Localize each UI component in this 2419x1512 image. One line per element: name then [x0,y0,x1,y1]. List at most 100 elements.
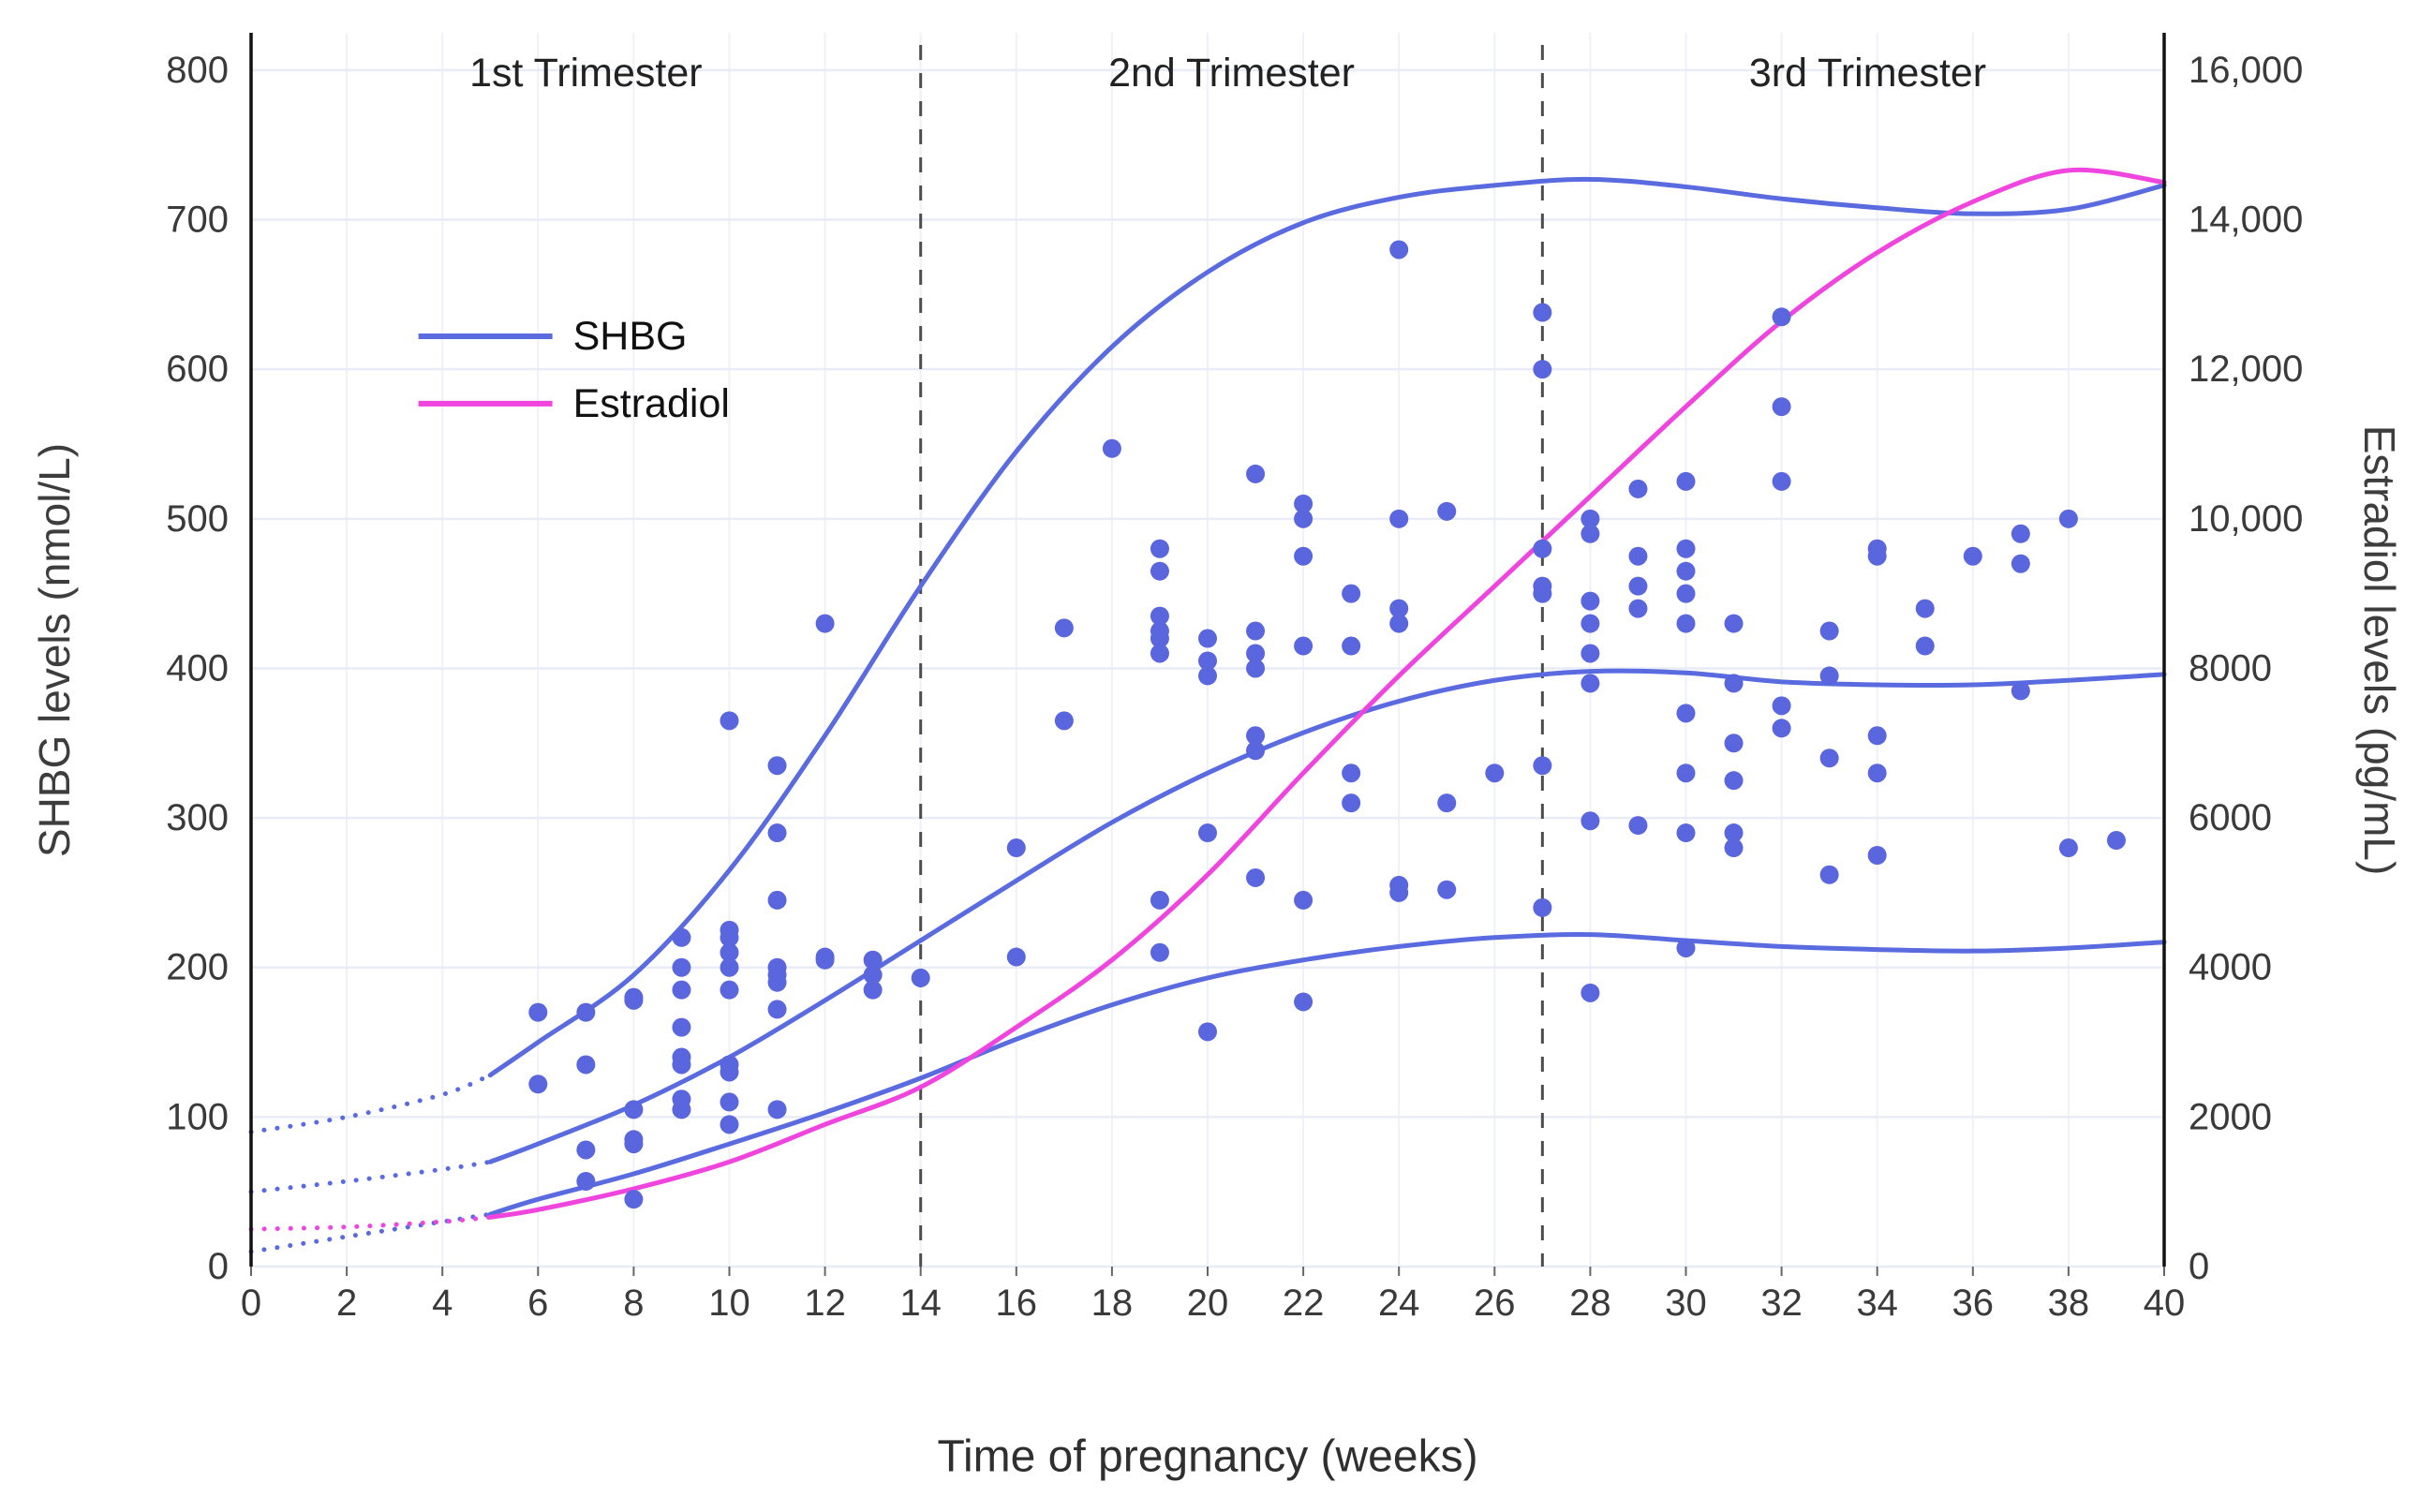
legend-item-estradiol: Estradiol [418,381,730,426]
scatter-point [1437,880,1457,899]
scatter-point [1867,763,1887,783]
scatter-point [1676,823,1696,843]
scatter-point [528,1002,548,1022]
scatter-point [1246,867,1266,887]
scatter-point [1724,674,1744,693]
scatter-point [720,942,739,962]
scatter-point [1533,360,1552,379]
scatter-point [1533,576,1552,596]
scatter-point [1198,666,1217,686]
scatter-point [1963,546,1982,566]
scatter-point [1294,509,1313,528]
scatter-point [1819,749,1839,768]
scatter-point [1389,875,1409,895]
x-tick-label: 32 [1760,1282,1803,1324]
y-left-tick-label: 800 [166,50,229,91]
scatter-point [720,957,739,977]
x-tick-label: 18 [1091,1282,1134,1324]
scatter-point [1628,816,1648,836]
x-tick-label: 34 [1856,1282,1898,1324]
shbg-upper-percentile-curve [248,176,2167,1134]
scatter-point [1581,509,1600,528]
scatter-point [1581,811,1600,831]
x-tick-label: 2 [336,1282,357,1324]
scatter-point [767,756,787,776]
scatter-point [1819,621,1839,641]
scatter-point [1581,524,1600,543]
scatter-point [1628,479,1648,498]
x-tick-label: 26 [1474,1282,1516,1324]
scatter-point [767,890,787,910]
y-right-tick-label: 4000 [2189,947,2272,988]
x-tick-label: 28 [1569,1282,1611,1324]
x-axis-ticks: 0 2 4 6 8 10 12 14 16 18 20 22 24 26 28 30 32 34 36 38 40 [241,1267,2185,1324]
scatter-point [1676,584,1696,603]
scatter-point [624,1100,644,1119]
scatter-point [1533,897,1552,917]
scatter-point [1150,606,1169,626]
scatter-point [672,1090,691,1109]
trimester-label: 2nd Trimester [1108,51,1355,96]
scatter-point [672,980,691,1000]
scatter-point [1724,771,1744,791]
scatter-point [1054,711,1074,731]
scatter-point [1437,793,1457,813]
scatter-point [1246,741,1266,761]
scatter-point [1389,240,1409,259]
scatter-point [1772,397,1791,417]
trimester-divider-lines [919,45,1544,1267]
scatter-point [1676,561,1696,581]
scatter-point [1294,636,1313,656]
scatter-point [1246,464,1266,483]
scatter-point [1724,838,1744,858]
scatter-point [1246,726,1266,746]
left-axis-tick-labels: 0 100 200 300 400 500 600 700 800 [166,50,229,1287]
scatter-point [1533,756,1552,776]
scatter-point [1150,561,1169,581]
scatter-point [1628,546,1648,566]
scatter-point [1676,938,1696,957]
trimester-label: 3rd Trimester [1749,51,1986,96]
scatter-point [720,920,739,940]
scatter-point [672,1017,691,1037]
scatter-point [576,1140,596,1160]
x-tick-label: 38 [2048,1282,2090,1324]
x-tick-label: 22 [1283,1282,1325,1324]
scatter-point [720,1055,739,1075]
scatter-point [624,1190,644,1209]
scatter-point [2011,681,2030,701]
scatter-point [1867,539,1887,558]
y-left-tick-label: 400 [166,647,229,689]
scatter-point [1819,865,1839,884]
y-right-tick-label: 10,000 [2189,498,2303,540]
left-axis-title: SHBG levels (nmol/L) [30,442,79,858]
scatter-point [1150,539,1169,558]
scatter-point [528,1075,548,1094]
scatter-point [1772,696,1791,716]
estradiol-curve [248,167,2167,1232]
y-left-tick-label: 700 [166,200,229,241]
y-left-tick-label: 100 [166,1096,229,1137]
x-tick-label: 20 [1187,1282,1229,1324]
x-tick-label: 6 [527,1282,548,1324]
scatter-point [1676,763,1696,783]
trimester-labels: 1st Trimester 2nd Trimester 3rd Trimester [469,51,1986,96]
scatter-point [1006,838,1026,858]
scatter-point [1294,992,1313,1012]
scatter-point [1533,303,1552,322]
scatter-point [2058,509,2078,528]
scatter-point [1628,576,1648,596]
x-tick-label: 30 [1665,1282,1707,1324]
scatter-point [576,1055,596,1075]
x-tick-label: 8 [623,1282,644,1324]
scatter-point [1342,636,1361,656]
scatter-point [1724,614,1744,633]
scatter-point [1198,1022,1217,1042]
scatter-point [1342,763,1361,783]
scatter-point [1294,546,1313,566]
scatter-point [1150,644,1169,663]
vertical-gridlines [250,33,2165,1267]
scatter-point [720,980,739,1000]
